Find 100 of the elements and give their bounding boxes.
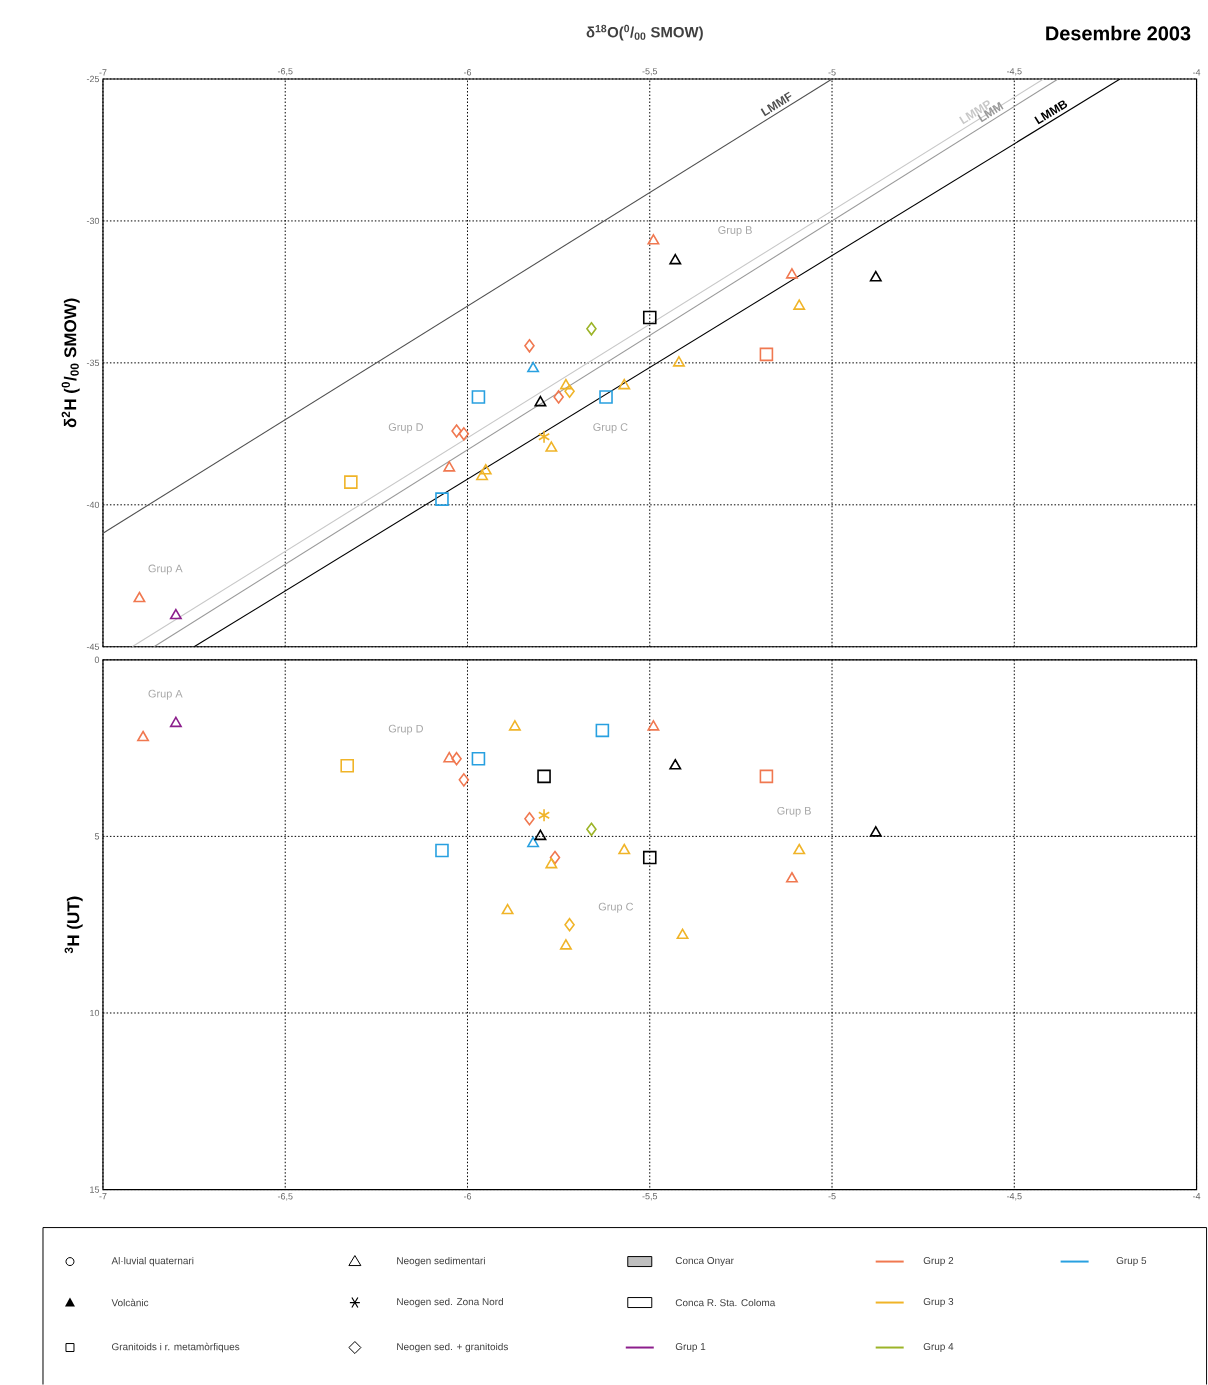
y-tick-label: -40 [87, 501, 100, 508]
point [759, 347, 774, 362]
point [527, 836, 540, 848]
point [534, 829, 547, 841]
annotation: Grup A [148, 689, 183, 700]
chart-title: Desembre 2003 [1046, 25, 1191, 41]
text: Grup 5 [1116, 1257, 1147, 1267]
annotation: Grup D [388, 724, 424, 735]
point [501, 903, 514, 915]
x-tick-label: -5,5 [642, 1193, 658, 1201]
point [527, 361, 540, 373]
text: Granitoids i r. metamòrfiques [112, 1342, 240, 1353]
point [435, 843, 449, 858]
point [673, 356, 686, 367]
point [595, 723, 610, 738]
point [870, 826, 882, 837]
point [476, 469, 489, 481]
point [443, 461, 456, 472]
point [676, 928, 689, 940]
text: Neogen sed. + granitoids [397, 1342, 509, 1353]
point [870, 270, 882, 282]
point [786, 871, 799, 883]
x-tick-label: -6 [464, 1193, 472, 1200]
x-tick-label: -4,5 [1007, 1193, 1022, 1201]
point [451, 751, 463, 766]
text: Neogen sedimentari [397, 1256, 486, 1267]
y-tick-label: 10 [90, 1009, 100, 1017]
point [509, 720, 522, 731]
point [599, 390, 614, 404]
point [586, 822, 597, 837]
y-tick-label: -45 [87, 643, 100, 650]
x-axis-title: δ$^{18}$O($^{0}$/$_{00}$ SMOW) [586, 24, 704, 41]
point [170, 608, 183, 620]
x-tick-label: -7 [99, 1193, 107, 1200]
x-tick-label: -4 [1193, 69, 1201, 76]
x-tick-label: -5 [828, 1193, 836, 1200]
text: Grup 3 [923, 1298, 954, 1308]
x-tick-label: -5 [828, 69, 836, 76]
point [458, 427, 470, 441]
x-tick-label: -6,5 [278, 68, 293, 76]
text: Al·luvial quaternari [111, 1256, 194, 1267]
point [458, 773, 470, 787]
point [549, 850, 561, 865]
y-tick-label: 5 [95, 833, 100, 840]
point [538, 429, 551, 444]
point [586, 322, 597, 336]
point [793, 299, 806, 310]
text: Volcànic [111, 1298, 149, 1307]
point [545, 441, 558, 452]
point [643, 310, 657, 325]
point [340, 758, 355, 773]
x-tick-label: -6 [464, 69, 472, 76]
text: Grup 2 [923, 1257, 954, 1267]
text: Conca Onyar [676, 1257, 734, 1267]
point [435, 492, 449, 506]
point [471, 390, 486, 404]
point [669, 758, 682, 770]
point [537, 769, 552, 784]
y-tick-label: 0 [95, 656, 100, 663]
point [759, 769, 774, 784]
point [618, 843, 631, 855]
point [133, 591, 146, 603]
annotation: Grup C [598, 902, 634, 913]
point [545, 857, 558, 869]
y-axis-title: $^{3}$H (UT) [64, 896, 83, 954]
point [564, 384, 576, 399]
point [643, 850, 657, 865]
point [137, 730, 150, 742]
point [443, 751, 456, 763]
y-tick-label: 15 [90, 1186, 100, 1193]
point [793, 843, 806, 855]
x-tick-label: -6,5 [278, 1193, 293, 1201]
point [669, 253, 682, 265]
annotation: Grup C [593, 423, 628, 434]
point [170, 716, 183, 728]
point [471, 751, 486, 766]
y-tick-label: -35 [87, 359, 100, 367]
x-tick-label: -5,5 [642, 68, 658, 76]
annotation: Grup B [777, 806, 812, 817]
point [560, 939, 573, 950]
point [524, 339, 535, 353]
text: Conca R. Sta. Coloma [676, 1298, 776, 1307]
text: Grup 1 [676, 1343, 706, 1353]
point [647, 234, 660, 245]
annotation: Grup B [718, 226, 753, 237]
point [534, 395, 547, 407]
point [564, 917, 576, 932]
point [479, 463, 492, 475]
point [451, 424, 463, 438]
y-tick-label: -25 [87, 75, 100, 83]
annotation: Grup D [388, 423, 424, 434]
annotation: Grup A [148, 564, 183, 575]
point [524, 811, 535, 826]
point [647, 720, 660, 731]
y-tick-label: -30 [87, 217, 100, 225]
point [553, 390, 565, 404]
text: Grup 4 [923, 1343, 954, 1353]
y-axis-title: δ$^{2}$H ($^{0}$/$_{00}$ SMOW) [61, 298, 80, 428]
x-tick-label: -4 [1193, 1193, 1201, 1200]
point [538, 808, 551, 822]
